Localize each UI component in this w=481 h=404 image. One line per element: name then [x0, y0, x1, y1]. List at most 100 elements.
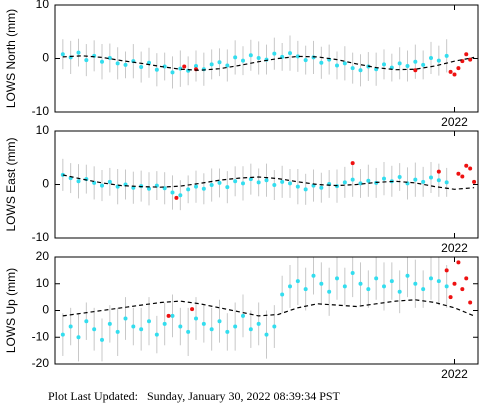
data-point [358, 181, 363, 186]
data-point [444, 268, 449, 273]
data-point [448, 295, 453, 300]
data-point [225, 329, 230, 334]
data-point [107, 55, 112, 60]
data-point [448, 69, 453, 74]
data-point [272, 183, 277, 188]
data-point [288, 284, 292, 289]
data-point [421, 62, 426, 67]
data-point [456, 171, 461, 176]
data-point [358, 281, 363, 286]
data-point [397, 61, 402, 66]
data-point [256, 180, 261, 185]
y-axis-label: LOWS East (mm) [4, 137, 18, 231]
data-point [327, 289, 332, 294]
data-point [397, 175, 402, 180]
data-point [382, 176, 386, 181]
data-point [350, 271, 355, 276]
data-point [92, 327, 97, 332]
y-tick-label: 10 [36, 276, 50, 290]
data-point [319, 185, 324, 190]
data-point [342, 180, 347, 185]
data-point [405, 273, 410, 278]
data-point [382, 62, 386, 67]
data-point [209, 327, 214, 332]
data-point [186, 187, 191, 192]
model-line [62, 299, 475, 317]
data-point [319, 60, 324, 65]
data-point [429, 276, 433, 281]
y-tick-label: 10 [36, 123, 50, 137]
data-point [162, 64, 167, 69]
data-point [225, 185, 230, 190]
data-point [389, 279, 394, 284]
y-axis-label: LOWS Up (mm) [4, 268, 18, 353]
data-point [413, 281, 418, 286]
data-point [342, 284, 347, 289]
data-point [139, 327, 144, 332]
data-point [233, 324, 238, 329]
data-point [366, 178, 371, 183]
y-axis-label: LOWS North (mm) [4, 9, 18, 108]
data-point [382, 284, 386, 289]
data-point [335, 276, 339, 281]
data-point [436, 178, 441, 183]
data-point [350, 177, 355, 182]
data-point [217, 319, 222, 324]
y-tick-label: -10 [32, 104, 50, 118]
data-point [154, 67, 159, 72]
data-point [256, 321, 261, 326]
data-point [76, 335, 81, 340]
data-point [201, 321, 206, 326]
data-point [295, 54, 300, 59]
data-point [248, 53, 253, 58]
data-point [342, 61, 347, 66]
y-tick-label: -10 [32, 230, 50, 244]
data-point [107, 179, 112, 184]
data-point [366, 287, 371, 292]
data-point [84, 58, 89, 63]
data-point [123, 316, 128, 321]
data-point [241, 58, 245, 63]
data-point [413, 68, 418, 73]
data-point [194, 184, 198, 189]
x-tick-label: 2022 [441, 115, 468, 129]
data-point [295, 279, 300, 284]
data-point [115, 61, 120, 66]
data-point [60, 52, 65, 57]
model-line [62, 55, 475, 71]
data-point [335, 63, 339, 68]
data-point [147, 319, 151, 324]
data-point [115, 329, 120, 334]
y-tick-label: 10 [36, 0, 50, 11]
data-point [217, 180, 222, 185]
data-point [421, 179, 426, 184]
data-point [76, 50, 81, 55]
data-point [460, 287, 465, 292]
data-point [162, 321, 167, 326]
data-point [350, 66, 355, 71]
data-point [280, 179, 285, 184]
data-point [84, 319, 89, 324]
data-point [170, 313, 175, 318]
data-point [186, 329, 191, 334]
model-line [62, 174, 475, 190]
data-point [123, 62, 128, 67]
data-point [464, 163, 469, 168]
data-point [456, 260, 461, 265]
data-point [233, 55, 238, 60]
data-point [131, 324, 136, 329]
data-point [374, 276, 379, 281]
y-tick-label: 0 [42, 51, 49, 65]
data-point [303, 287, 308, 292]
data-point [264, 178, 269, 183]
data-point [319, 281, 324, 286]
data-point [190, 307, 195, 312]
data-point [178, 66, 183, 71]
data-point [350, 161, 355, 166]
data-point [436, 58, 441, 63]
data-point [209, 62, 214, 67]
footer: Plot Last Updated: Sunday, January 30, 2… [48, 389, 341, 403]
x-tick-label: 2022 [441, 367, 468, 381]
data-point [468, 57, 473, 62]
data-point [468, 166, 473, 171]
